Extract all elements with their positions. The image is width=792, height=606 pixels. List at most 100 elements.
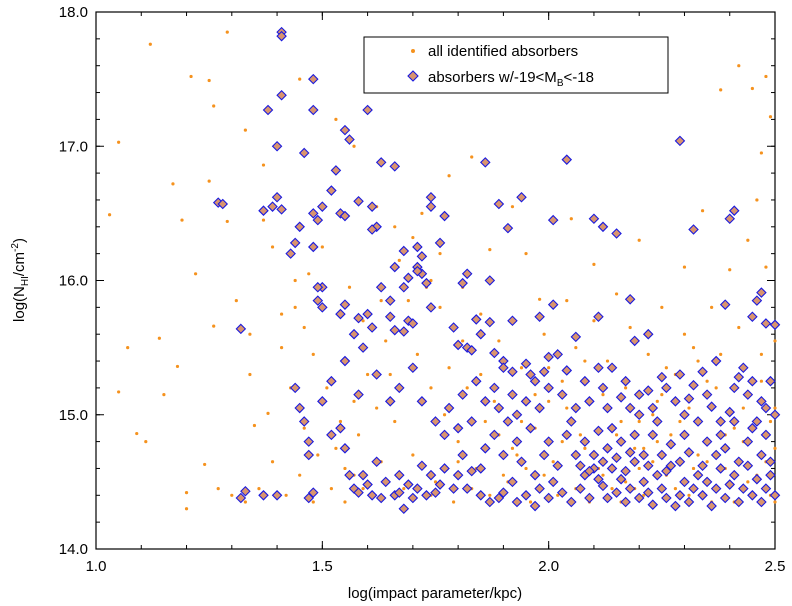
point-selected-absorber: [665, 460, 677, 472]
point-all-absorber: [773, 446, 777, 450]
point-selected-absorber: [425, 469, 437, 481]
point-all-absorber: [470, 155, 474, 159]
point-selected-absorber: [538, 366, 550, 378]
point-selected-absorber: [683, 447, 695, 458]
point-selected-absorber: [552, 349, 563, 360]
point-all-absorber: [302, 426, 306, 430]
legend-marker-selected: [407, 70, 419, 82]
point-selected-absorber: [312, 295, 324, 306]
point-selected-absorber: [366, 224, 378, 235]
point-selected-absorber: [756, 449, 767, 461]
point-selected-absorber: [398, 281, 410, 293]
point-all-absorber: [687, 493, 691, 497]
point-selected-absorber: [529, 375, 541, 387]
point-selected-absorber: [439, 429, 450, 441]
y-tick-label: 15.0: [59, 407, 88, 424]
point-selected-absorber: [412, 483, 423, 494]
point-selected-absorber: [556, 389, 568, 400]
point-selected-absorber: [498, 487, 509, 498]
point-selected-absorber: [403, 479, 414, 490]
point-all-absorber: [678, 419, 682, 424]
point-all-absorber: [393, 225, 397, 229]
point-all-absorber: [338, 419, 343, 424]
point-all-absorber: [660, 393, 664, 397]
point-selected-absorber: [642, 385, 654, 396]
point-selected-absorber: [357, 342, 369, 353]
point-selected-absorber: [656, 371, 668, 383]
point-selected-absorber: [597, 456, 609, 468]
point-all-absorber: [524, 252, 528, 256]
point-selected-absorber: [588, 449, 600, 461]
point-selected-absorber: [606, 463, 618, 474]
point-selected-absorber: [765, 375, 776, 387]
point-all-absorber: [569, 217, 573, 221]
point-all-absorber: [266, 411, 270, 416]
point-selected-absorber: [335, 422, 346, 434]
point-selected-absorber: [489, 382, 500, 394]
point-all-absorber: [225, 30, 229, 34]
point-selected-absorber: [498, 362, 509, 374]
point-selected-absorber: [674, 490, 686, 501]
point-selected-absorber: [674, 135, 686, 147]
point-all-absorber: [334, 446, 338, 450]
point-selected-absorber: [747, 422, 758, 434]
point-selected-absorber: [434, 237, 446, 249]
legend-box: [363, 36, 669, 94]
point-selected-absorber: [525, 422, 536, 434]
point-all-absorber: [144, 440, 148, 444]
point-selected-absorber: [276, 30, 287, 42]
point-selected-absorber: [466, 345, 477, 356]
point-all-absorber: [248, 332, 252, 336]
point-selected-absorber: [534, 483, 545, 494]
point-selected-absorber: [679, 409, 690, 421]
point-selected-absorber: [353, 196, 364, 207]
point-all-absorber: [764, 265, 768, 269]
point-selected-absorber: [597, 382, 609, 394]
point-selected-absorber: [742, 460, 754, 472]
point-all-absorber: [624, 386, 628, 390]
point-selected-absorber: [602, 492, 613, 504]
point-all-absorber: [117, 390, 121, 394]
point-selected-absorber: [534, 311, 545, 323]
point-selected-absorber: [348, 328, 360, 340]
point-all-absorber: [547, 366, 551, 370]
point-selected-absorber: [357, 469, 369, 481]
point-all-absorber: [361, 319, 365, 323]
point-selected-absorber: [593, 311, 604, 323]
point-selected-absorber: [769, 409, 781, 421]
point-all-absorber: [293, 305, 297, 309]
point-selected-absorber: [394, 469, 405, 481]
point-all-absorber: [456, 460, 460, 464]
point-selected-absorber: [394, 382, 405, 394]
point-all-absorber: [528, 500, 533, 504]
point-all-absorber: [497, 339, 501, 343]
point-selected-absorber: [728, 382, 740, 394]
point-selected-absorber: [425, 191, 437, 203]
point-selected-absorber: [624, 294, 636, 305]
y-label-part-3: ): [11, 238, 28, 243]
point-all-absorber: [311, 352, 315, 356]
y-label-sub-hi: HI: [20, 276, 31, 286]
legend-sel-part-2: <-18: [563, 69, 593, 86]
point-all-absorber: [501, 473, 505, 477]
point-all-absorber: [180, 218, 184, 222]
point-all-absorber: [447, 366, 451, 370]
point-selected-absorber: [629, 456, 640, 468]
point-all-absorber: [352, 399, 356, 403]
point-selected-absorber: [629, 429, 640, 441]
point-all-absorber: [746, 238, 750, 242]
point-selected-absorber: [656, 483, 668, 494]
point-all-absorber: [126, 346, 130, 350]
point-selected-absorber: [371, 456, 382, 468]
point-all-absorber: [456, 440, 460, 444]
point-selected-absorber: [520, 490, 532, 501]
point-selected-absorber: [353, 487, 364, 498]
point-selected-absorber: [475, 328, 487, 340]
point-selected-absorber: [561, 154, 573, 165]
point-all-absorber: [646, 352, 650, 356]
point-all-absorber: [601, 393, 605, 397]
point-selected-absorber: [271, 490, 283, 501]
point-selected-absorber: [715, 416, 726, 427]
point-all-absorber: [510, 446, 515, 450]
point-selected-absorber: [484, 496, 496, 508]
